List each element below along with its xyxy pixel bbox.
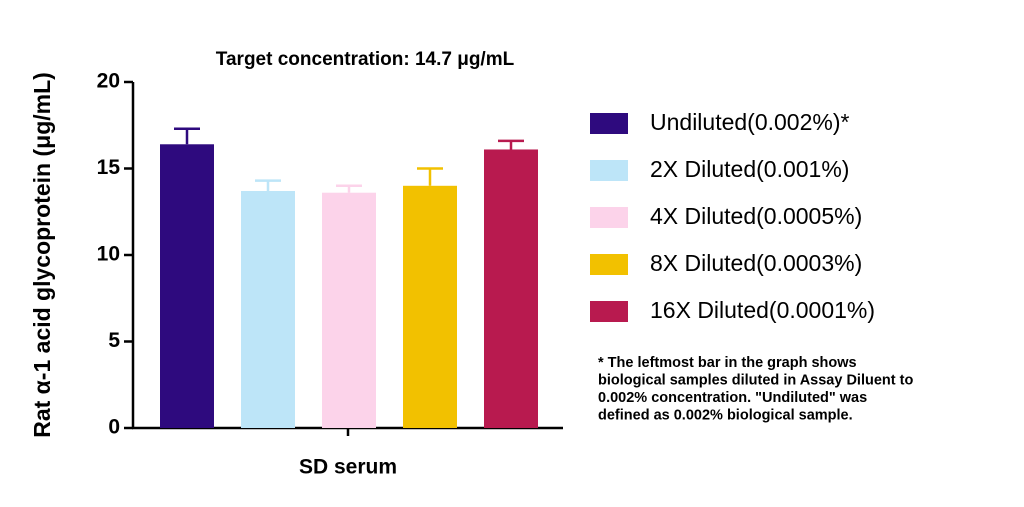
y-tick-label: 0 (108, 416, 120, 439)
legend-swatch (590, 254, 628, 275)
y-tick-label: 10 (97, 243, 120, 266)
error-bar (174, 127, 200, 145)
legend-swatch (590, 301, 628, 322)
legend-swatch (590, 113, 628, 134)
footnote: defined as 0.002% biological sample. (598, 407, 853, 423)
y-tick-label: 5 (108, 329, 120, 352)
legend-swatch (590, 207, 628, 228)
footnote: 0.002% concentration. "Undiluted" was (598, 390, 867, 406)
error-bar (498, 139, 524, 150)
error-bar (336, 184, 362, 193)
legend-label: 16X Diluted(0.0001%) (650, 297, 875, 323)
bar (403, 185, 457, 428)
footnote: * The leftmost bar in the graph shows (598, 355, 857, 371)
footnote: biological samples diluted in Assay Dilu… (598, 372, 913, 388)
legend-label: Undiluted(0.002%)* (650, 109, 850, 135)
chart-title: Target concentration: 14.7 μg/mL (216, 49, 515, 70)
legend-label: 2X Diluted(0.001%) (650, 156, 849, 182)
y-tick-label: 15 (97, 156, 121, 179)
legend-label: 8X Diluted(0.0003%) (650, 250, 862, 276)
y-axis-label: Rat α-1 acid glycoprotein (μg/mL) (29, 72, 55, 438)
bar (484, 149, 538, 428)
error-bar (417, 167, 443, 186)
bar (322, 192, 376, 428)
error-bar (255, 179, 281, 191)
bar (241, 190, 295, 428)
legend-label: 4X Diluted(0.0005%) (650, 203, 862, 229)
x-axis-label: SD serum (299, 456, 397, 479)
bar (160, 144, 214, 428)
y-tick-label: 20 (97, 70, 120, 93)
legend-swatch (590, 160, 628, 181)
